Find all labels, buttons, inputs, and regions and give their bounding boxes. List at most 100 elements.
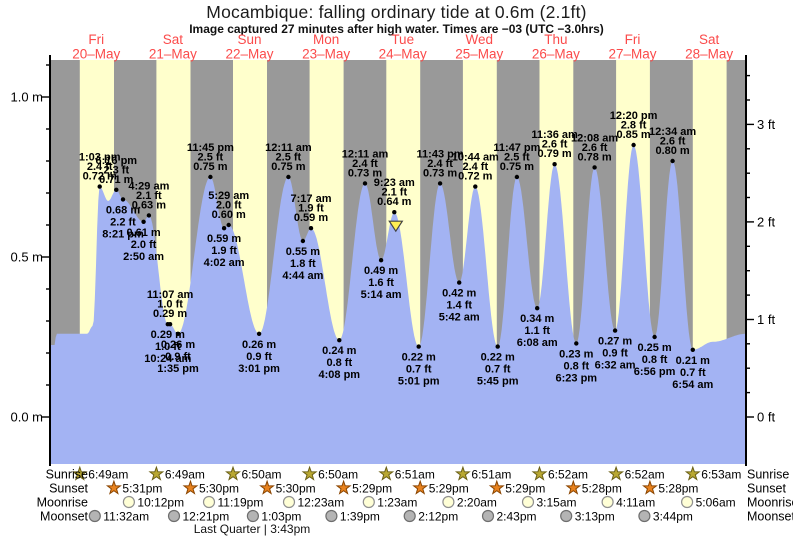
moonrise-time: 11:19pm xyxy=(218,496,264,510)
tide-annotation-line: 0.49 m xyxy=(364,265,398,277)
moonset-icon xyxy=(638,509,651,523)
tide-annotation-line: 0.71 m xyxy=(99,174,133,186)
sunrise-time: 6:52am xyxy=(625,468,665,482)
tide-annotation-line: 0.79 m xyxy=(537,148,571,160)
moonset-time: 1:03pm xyxy=(261,510,301,524)
tide-annotation-line: 3:01 pm xyxy=(238,363,280,375)
sunset-time: 5:29pm xyxy=(505,482,545,496)
moonset-time: 2:43pm xyxy=(497,510,537,524)
tide-annotation-line: 0.55 m xyxy=(286,246,320,258)
tide-annotation-line: 0.23 m xyxy=(559,348,593,360)
sunrise-star-icon xyxy=(531,465,548,481)
day-name-label: Sun xyxy=(237,32,261,47)
tide-annotation-line: 5:45 pm xyxy=(477,376,519,388)
tide-point-dot xyxy=(226,222,231,228)
sunrise-time: 6:50am xyxy=(242,468,282,482)
tide-point-dot xyxy=(457,280,462,285)
tide-annotation-line: 0.42 m xyxy=(442,288,476,300)
tide-annotation-line: 0.7 ft xyxy=(406,364,432,376)
tide-point-dot xyxy=(300,238,306,244)
tide-annotation-line: 0.8 ft xyxy=(326,357,352,369)
tide-point-dot xyxy=(337,338,342,343)
tide-point-dot xyxy=(114,187,119,192)
tide-annotation-line: 2.1 ft xyxy=(136,190,162,202)
moonrise-icon xyxy=(521,495,535,509)
moonrise-icon xyxy=(362,495,375,509)
day-date-label: 20–May xyxy=(72,47,120,62)
right-axis-tick-label: 3 ft xyxy=(757,117,775,132)
tide-annotation-line: 0.75 m xyxy=(271,161,305,173)
day-name-label: Wed xyxy=(466,32,494,47)
tide-annotation-line: 10:24 am xyxy=(144,353,191,365)
tide-annotation-line: 0.9 ft xyxy=(602,348,628,360)
tide-annotation-line: 2.0 ft xyxy=(131,239,157,251)
tide-annotation-line: 1.1 ft xyxy=(524,325,550,337)
tide-annotation-line: 0.68 m xyxy=(106,204,140,216)
tide-annotation-line: 0.22 m xyxy=(481,352,515,364)
tide-annotation-line: 4:44 am xyxy=(282,270,323,282)
tide-point-dot xyxy=(495,344,500,349)
tide-annotation-line: 1.9 ft xyxy=(211,245,237,257)
sunset-time: 5:28pm xyxy=(658,482,698,496)
moonset-icon xyxy=(88,509,101,523)
tide-annotation-line: 5:42 am xyxy=(439,312,480,324)
tide-annotation-line: 2.3 ft xyxy=(103,164,129,176)
tide-annotation-line: 1.9 ft xyxy=(298,203,324,215)
moonrise-icon xyxy=(680,495,694,509)
tide-point-dot xyxy=(652,334,657,340)
tide-annotation-line: 0.80 m xyxy=(655,145,689,157)
tide-annotation-line: 11:43 pm xyxy=(417,148,464,160)
tide-annotation-line: 2.4 ft xyxy=(87,161,113,173)
tide-point-dot xyxy=(392,210,397,215)
moonset-icon xyxy=(481,509,495,523)
sunset-star-icon xyxy=(105,479,122,495)
tide-point-dot xyxy=(256,331,262,336)
sunrise-star-icon xyxy=(454,465,471,481)
moonset-time: 3:13pm xyxy=(575,510,615,524)
tide-annotation-line: 7:17 am xyxy=(291,193,332,205)
tide-annotation-line: 1.4 ft xyxy=(446,300,472,312)
sunset-time: 5:29pm xyxy=(352,482,392,496)
sunrise-row-label-right: Sunrise xyxy=(747,468,789,482)
tide-annotation-line: 0.8 ft xyxy=(563,360,589,372)
sunrise-star-icon xyxy=(608,465,625,481)
tide-annotation-line: 12:08 am xyxy=(571,132,618,144)
tide-point-dot xyxy=(670,158,675,164)
day-date-label: 22–May xyxy=(225,47,273,62)
tide-annotation-line: 11:47 pm xyxy=(493,142,540,154)
day-name-label: Fri xyxy=(88,32,104,47)
chart-title: Mocambique: falling ordinary tide at 0.6… xyxy=(206,2,587,22)
moonrise-time: 12:23am xyxy=(298,496,345,510)
tide-annotation-line: 5:01 pm xyxy=(398,376,440,388)
sunrise-time: 6:50am xyxy=(318,468,358,482)
tide-annotation-line: 1:03 pm xyxy=(79,152,121,164)
sunrise-time: 6:51am xyxy=(395,468,435,482)
tide-annotation-line: 2.8 ft xyxy=(621,120,647,132)
tide-annotation-line: 2.5 ft xyxy=(198,152,224,164)
sunset-star-icon xyxy=(182,479,199,495)
tide-annotation-line: 10:44 am xyxy=(452,152,499,164)
current-time-marker-icon xyxy=(388,220,404,233)
day-name-label: Tue xyxy=(391,32,414,47)
tide-annotation-line: 0.29 m xyxy=(153,308,187,320)
moonrise-time: 4:11am xyxy=(616,496,655,510)
tide-annotation-line: 2.6 ft xyxy=(660,136,686,148)
moonrise-time: 1:23am xyxy=(377,496,417,510)
tide-point-dot xyxy=(286,174,291,180)
moonrise-row-label-right: Moonrise xyxy=(747,496,793,510)
left-axis-tick-label: 0.0 m xyxy=(10,410,43,425)
sunrise-star-icon xyxy=(378,465,395,481)
tide-annotation-line: 1:35 pm xyxy=(157,363,199,375)
day-date-label: 28–May xyxy=(685,47,733,62)
tide-annotation-line: 2.5 ft xyxy=(276,152,302,164)
moonrise-time: 10:12pm xyxy=(137,496,184,510)
day-date-label: 27–May xyxy=(608,47,656,62)
tide-annotation-line: 0.26 m xyxy=(242,339,276,351)
day-date-label: 25–May xyxy=(455,47,503,62)
tide-annotation-line: 0.78 m xyxy=(577,151,611,163)
moonrise-icon xyxy=(282,495,296,509)
tide-annotation-line: 2.1 ft xyxy=(381,187,407,199)
tide-annotation-line: 0.8 ft xyxy=(642,354,668,366)
sunset-time: 5:30pm xyxy=(276,482,316,496)
sunrise-star-icon xyxy=(225,465,241,481)
